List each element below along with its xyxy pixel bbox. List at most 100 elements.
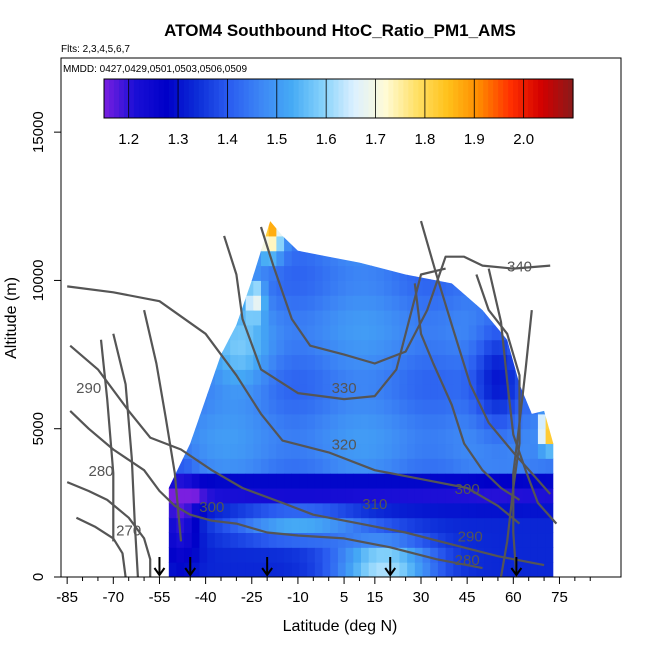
heatmap-cell [245, 384, 254, 400]
heatmap-cell [237, 547, 247, 563]
heatmap-cell [514, 532, 524, 548]
heatmap-cell [399, 295, 408, 311]
colorbar-slice [368, 79, 375, 118]
heatmap-cell [545, 265, 554, 281]
heatmap-cell [299, 443, 308, 459]
heatmap-cell [537, 502, 547, 519]
heatmap-cell [368, 399, 377, 415]
heatmap-cell [499, 473, 508, 489]
heatmap-cell [314, 280, 324, 296]
heatmap-cell [384, 384, 393, 400]
heatmap-cell [545, 458, 554, 474]
heatmap-cell [407, 369, 416, 385]
heatmap-cell [222, 547, 231, 563]
flight-marker-arrow [510, 567, 523, 577]
heatmap-cell [537, 339, 547, 356]
heatmap-cell [530, 221, 539, 222]
heatmap-cell [322, 384, 331, 400]
heatmap-cell [499, 399, 508, 415]
heatmap-cell [453, 339, 462, 356]
heatmap-cell [430, 324, 439, 341]
heatmap-cell [414, 428, 424, 445]
heatmap-cell [222, 532, 231, 548]
heatmap-cell [322, 221, 331, 237]
heatmap-cell [291, 562, 300, 577]
heatmap-cell [307, 399, 316, 415]
heatmap-cell [453, 221, 462, 222]
heatmap-cell [391, 369, 400, 385]
heatmap-cell [199, 443, 208, 459]
heatmap-cell [222, 384, 231, 400]
heatmap-cell [337, 310, 347, 326]
heatmap-cell [514, 502, 524, 519]
heatmap-cell [437, 473, 447, 489]
heatmap-cell [514, 324, 524, 341]
heatmap-cell [168, 532, 177, 548]
contour-line [112, 333, 139, 577]
heatmap-cell [284, 221, 293, 237]
heatmap-cell [276, 517, 285, 534]
heatmap-cell [207, 502, 216, 519]
heatmap-cell [430, 547, 439, 563]
colorbar-slice [513, 79, 519, 118]
heatmap-cell [191, 369, 200, 385]
flight-marker-arrow [261, 567, 273, 577]
heatmap-cell [191, 443, 200, 459]
heatmap-cell [261, 399, 270, 415]
heatmap-cell [222, 488, 231, 504]
heatmap-cell [468, 428, 477, 445]
heatmap-cell [337, 369, 347, 385]
colorbar-slice [478, 79, 484, 118]
heatmap-cell [353, 488, 362, 504]
heatmap-cell [453, 295, 462, 311]
heatmap-cell [537, 547, 547, 563]
heatmap-cell [537, 399, 547, 415]
x-tick-label: 5 [340, 589, 348, 606]
heatmap-cell [207, 235, 216, 252]
heatmap-cell [253, 458, 262, 474]
heatmap-cell [522, 413, 531, 430]
heatmap-cell [507, 517, 516, 534]
heatmap-cell [414, 488, 424, 504]
heatmap-cell [222, 562, 231, 577]
heatmap-cell [530, 443, 539, 459]
heatmap-cell [237, 443, 247, 459]
heatmap-cell [376, 547, 385, 563]
heatmap-cell [307, 502, 316, 519]
heatmap-cell [491, 413, 500, 430]
heatmap-cell [345, 458, 354, 474]
heatmap-cell [184, 399, 193, 415]
heatmap-cell [414, 369, 424, 385]
heatmap-cell [222, 517, 231, 534]
heatmap-cell [322, 310, 331, 326]
heatmap-cell [384, 562, 393, 577]
heatmap-cell [245, 413, 254, 430]
heatmap-cell [176, 369, 185, 385]
heatmap-cell [314, 502, 324, 519]
heatmap-cell [199, 265, 208, 281]
heatmap-cell [245, 443, 254, 459]
heatmap-cell [284, 235, 293, 252]
heatmap-cell [484, 517, 493, 534]
heatmap-cell [261, 458, 270, 474]
heatmap-cell [499, 221, 508, 222]
colorbar-slice [168, 79, 175, 118]
heatmap-cell [422, 532, 431, 548]
heatmap-cell [368, 235, 377, 252]
contour-labels: 340 330 320 310 300 300 290 290 280 280 270 [76, 259, 532, 570]
colorbar-slice [568, 79, 574, 118]
heatmap-cell [222, 310, 231, 326]
heatmap-cell [337, 547, 347, 563]
flight-marker-arrow [153, 567, 166, 577]
heatmap-cell [299, 517, 308, 534]
heatmap-cell [422, 399, 431, 415]
heatmap-cell [514, 488, 524, 504]
heatmap-cell [484, 354, 493, 370]
heatmap-cell [291, 310, 300, 326]
heatmap-cell [468, 221, 477, 237]
heatmap-cell [484, 369, 493, 385]
heatmap-cell [491, 221, 500, 222]
heatmap-cell [345, 339, 354, 356]
heatmap-cell [361, 562, 370, 577]
colorbar-slice [403, 79, 409, 118]
